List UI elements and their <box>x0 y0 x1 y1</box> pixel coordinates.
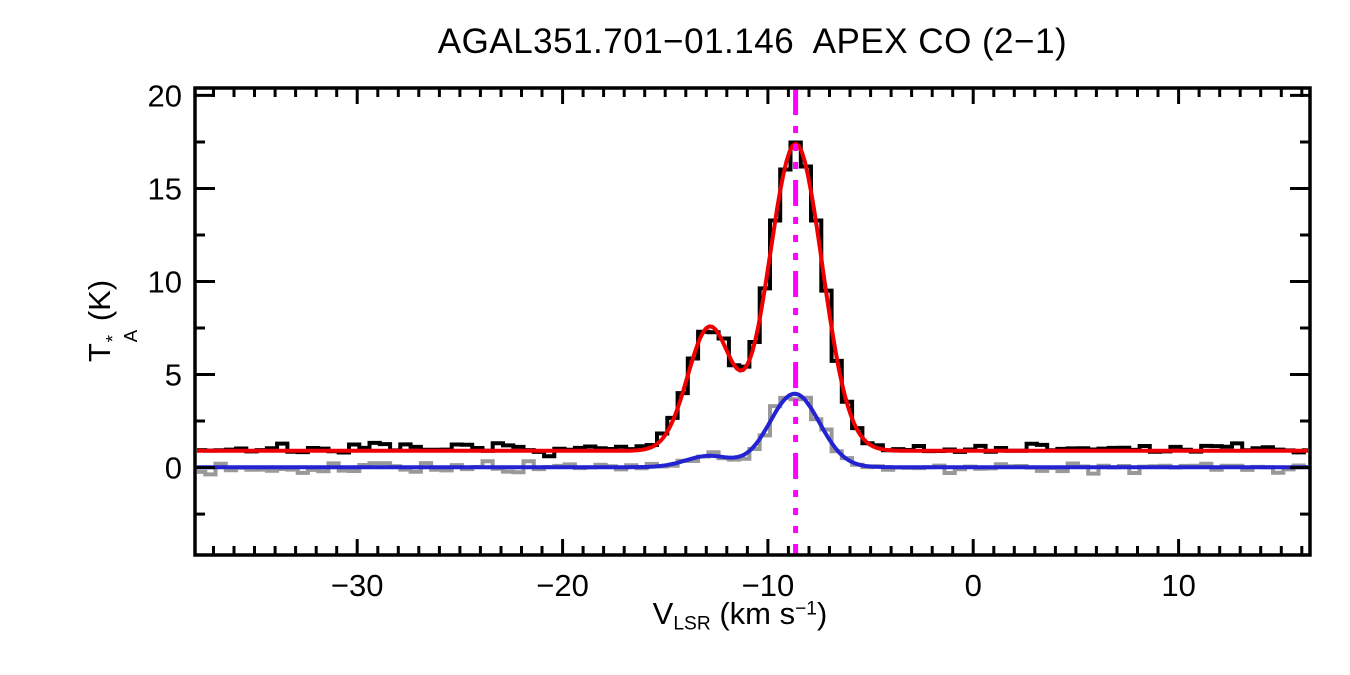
y-label-scripts: * A <box>102 329 141 343</box>
y-label-unit: (K) <box>82 279 117 330</box>
co21-observed-histogram-path <box>197 140 1308 459</box>
y-tick-label: 15 <box>148 172 182 207</box>
y-tick-label: 0 <box>165 451 182 486</box>
co21-gaussian-fit-path <box>197 141 1308 453</box>
x-label-unit: (km s <box>710 596 796 631</box>
x-label-unit-close: ) <box>817 596 828 631</box>
x-tick-label: −20 <box>536 568 589 603</box>
y-axis-label: T * A (K) <box>82 171 141 471</box>
secondary-observed-histogram-path <box>197 395 1308 477</box>
secondary-gaussian-fit-path <box>197 391 1308 470</box>
x-label-subscript: LSR <box>673 613 711 635</box>
x-tick-label: −30 <box>331 568 384 603</box>
x-label-exponent: −1 <box>795 598 817 620</box>
x-tick-label: 10 <box>1161 568 1195 603</box>
y-label-symbol: T <box>82 343 117 363</box>
plot-frame <box>193 86 1312 557</box>
y-tick-label: 5 <box>165 358 182 393</box>
x-axis-label: VLSR (km s−1) <box>485 596 995 635</box>
x-tick-label: −10 <box>742 568 795 603</box>
y-label-subscript: A <box>119 329 141 343</box>
x-tick-label: 0 <box>965 568 982 603</box>
y-tick-label: 20 <box>148 78 182 113</box>
plot-title: AGAL351.701−01.146 APEX CO (2−1) <box>437 22 1068 61</box>
y-tick-label: 10 <box>148 265 182 300</box>
x-label-symbol: V <box>652 596 674 631</box>
